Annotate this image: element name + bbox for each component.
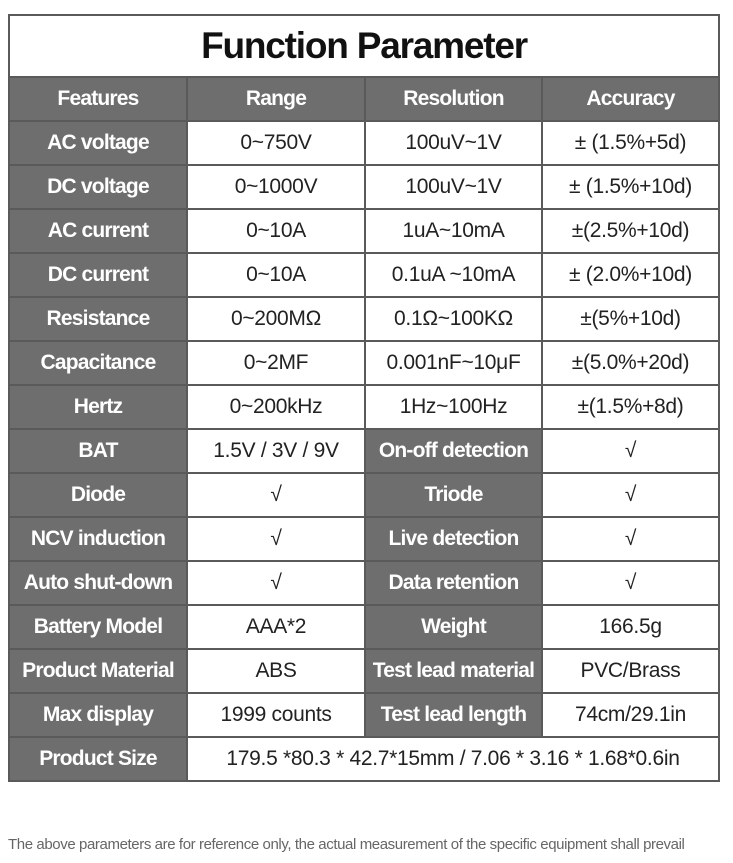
footnote: The above parameters are for reference o… <box>8 836 685 853</box>
table-row: DC voltage 0~1000V 100uV~1V ± (1.5%+10d) <box>8 164 720 210</box>
table-row: AC current 0~10A 1uA~10mA ±(2.5%+10d) <box>8 208 720 254</box>
value-cell: 74cm/29.1in <box>541 692 720 738</box>
label-cell: Product Material <box>8 648 188 694</box>
value-cell: 0~200MΩ <box>186 296 366 342</box>
value-cell: √ <box>186 472 366 518</box>
table-row: Resistance 0~200MΩ 0.1Ω~100KΩ ±(5%+10d) <box>8 296 720 342</box>
table-wrap: Function Parameter Features Range Resoluti… <box>8 14 720 782</box>
value-cell: 0.001nF~10μF <box>364 340 543 386</box>
table-row: Capacitance 0~2MF 0.001nF~10μF ±(5.0%+20d) <box>8 340 720 386</box>
label-cell: Test lead length <box>364 692 543 738</box>
value-cell: 1.5V / 3V / 9V <box>186 428 366 474</box>
label-cell: Weight <box>364 604 543 650</box>
label-cell: BAT <box>8 428 188 474</box>
value-cell: ± (1.5%+10d) <box>541 164 720 210</box>
label-cell: Battery Model <box>8 604 188 650</box>
value-cell: ±(1.5%+8d) <box>541 384 720 430</box>
value-cell: √ <box>186 560 366 606</box>
value-cell: 179.5 *80.3 * 42.7*15mm / 7.06 * 3.16 * … <box>186 736 720 782</box>
table-row: Product Material ABS Test lead material PVC… <box>8 648 720 694</box>
value-cell: 0~10A <box>186 208 366 254</box>
table-body: Function Parameter Features Range Resoluti… <box>8 14 720 782</box>
value-cell: ± (1.5%+5d) <box>541 120 720 166</box>
table-row: Battery Model AAA*2 Weight 166.5g <box>8 604 720 650</box>
value-cell: ±(5.0%+20d) <box>541 340 720 386</box>
value-cell: ABS <box>186 648 366 694</box>
label-cell: Hertz <box>8 384 188 430</box>
value-cell: 1Hz~100Hz <box>364 384 543 430</box>
value-cell: √ <box>541 472 720 518</box>
value-cell: √ <box>541 428 720 474</box>
value-cell: √ <box>541 560 720 606</box>
value-cell: 1999 counts <box>186 692 366 738</box>
value-cell: ±(2.5%+10d) <box>541 208 720 254</box>
parameter-table: Function Parameter Features Range Resoluti… <box>8 14 720 782</box>
table-title: Function Parameter <box>8 14 720 78</box>
value-cell: 166.5g <box>541 604 720 650</box>
label-cell: AC current <box>8 208 188 254</box>
value-cell: 100uV~1V <box>364 120 543 166</box>
label-cell: Capacitance <box>8 340 188 386</box>
value-cell: √ <box>186 516 366 562</box>
table-row: BAT 1.5V / 3V / 9V On-off detection √ <box>8 428 720 474</box>
header-row: Features Range Resolution Accuracy <box>8 76 720 122</box>
value-cell: 0~10A <box>186 252 366 298</box>
value-cell: PVC/Brass <box>541 648 720 694</box>
value-cell: AAA*2 <box>186 604 366 650</box>
value-cell: 0~750V <box>186 120 366 166</box>
table-row: AC voltage 0~750V 100uV~1V ± (1.5%+5d) <box>8 120 720 166</box>
label-cell: Product Size <box>8 736 188 782</box>
table-row: NCV induction √ Live detection √ <box>8 516 720 562</box>
label-cell: DC current <box>8 252 188 298</box>
table-row: DC current 0~10A 0.1uA ~10mA ± (2.0%+10d) <box>8 252 720 298</box>
value-cell: 100uV~1V <box>364 164 543 210</box>
label-cell: Resistance <box>8 296 188 342</box>
table-row: Product Size 179.5 *80.3 * 42.7*15mm / 7.… <box>8 736 720 782</box>
label-cell: Diode <box>8 472 188 518</box>
title-row: Function Parameter <box>8 14 720 78</box>
value-cell: 0.1uA ~10mA <box>364 252 543 298</box>
label-cell: On-off detection <box>364 428 543 474</box>
header-cell: Resolution <box>364 76 543 122</box>
table-row: Diode √ Triode √ <box>8 472 720 518</box>
table-row: Auto shut-down √ Data retention √ <box>8 560 720 606</box>
label-cell: Auto shut-down <box>8 560 188 606</box>
label-cell: Max display <box>8 692 188 738</box>
value-cell: 0~2MF <box>186 340 366 386</box>
label-cell: AC voltage <box>8 120 188 166</box>
value-cell: 0~1000V <box>186 164 366 210</box>
value-cell: ±(5%+10d) <box>541 296 720 342</box>
value-cell: 0.1Ω~100KΩ <box>364 296 543 342</box>
value-cell: 1uA~10mA <box>364 208 543 254</box>
label-cell: NCV induction <box>8 516 188 562</box>
label-cell: DC voltage <box>8 164 188 210</box>
label-cell: Data retention <box>364 560 543 606</box>
value-cell: ± (2.0%+10d) <box>541 252 720 298</box>
header-cell: Features <box>8 76 188 122</box>
label-cell: Triode <box>364 472 543 518</box>
table-row: Hertz 0~200kHz 1Hz~100Hz ±(1.5%+8d) <box>8 384 720 430</box>
table-row: Max display 1999 counts Test lead length 74… <box>8 692 720 738</box>
label-cell: Test lead material <box>364 648 543 694</box>
value-cell: √ <box>541 516 720 562</box>
value-cell: 0~200kHz <box>186 384 366 430</box>
header-cell: Range <box>186 76 366 122</box>
header-cell: Accuracy <box>541 76 720 122</box>
label-cell: Live detection <box>364 516 543 562</box>
